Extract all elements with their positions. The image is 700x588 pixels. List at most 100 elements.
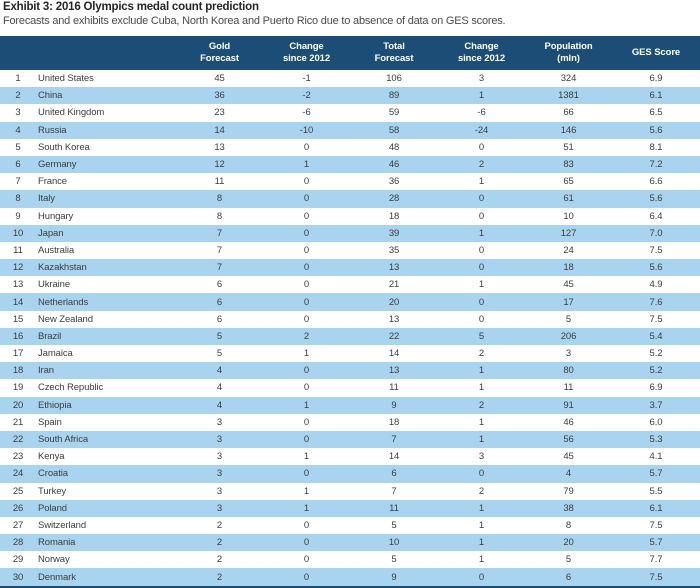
column-header-total_change_since_2012: Change since 2012 [457,41,506,64]
table-row: 22 South Africa 3 0 7 1 56 5.3 [0,430,700,449]
column-header-gold_forecast: Gold Forecast [200,41,239,64]
cell-total_forecast: 89 [388,90,400,102]
cell-rank: 6 [15,159,21,171]
cell-ges_score: 6.1 [649,90,663,102]
cell-country: South Africa [38,434,89,446]
cell-rank: 5 [15,141,21,153]
cell-gold_change_since_2012: 1 [303,502,310,514]
cell-total_change_since_2012: 2 [478,348,485,360]
cell-gold_change_since_2012: 1 [303,485,310,497]
cell-gold_forecast: 5 [216,330,223,342]
cell-gold_forecast: 8 [216,210,223,222]
cell-total_change_since_2012: 1 [478,434,485,446]
cell-gold_change_since_2012: -2 [302,90,311,102]
cell-gold_change_since_2012: 0 [303,141,310,153]
exhibit-title: Exhibit 3: 2016 Olympics medal count pre… [3,1,259,13]
cell-ges_score: 7.5 [649,244,663,256]
cell-population_mln: 8 [565,519,572,531]
cell-rank: 12 [12,262,24,274]
table-row: 23 Kenya 3 1 14 3 45 4.1 [0,448,700,466]
cell-total_change_since_2012: 1 [478,502,485,514]
cell-total_forecast: 7 [391,485,397,497]
cell-population_mln: 324 [560,73,577,85]
cell-ges_score: 5.7 [649,537,663,549]
cell-total_forecast: 6 [391,468,397,480]
cell-total_forecast: 14 [388,451,400,463]
cell-gold_forecast: 7 [216,227,223,239]
cell-population_mln: 10 [563,210,574,222]
cell-ges_score: 7.0 [649,227,663,239]
cell-gold_forecast: 2 [216,537,223,549]
cell-rank: 7 [15,176,21,188]
cell-gold_change_since_2012: 0 [303,519,310,531]
table-row: 12 Kazakhstan 7 0 13 0 18 5.6 [0,259,700,277]
cell-total_forecast: 7 [391,434,397,446]
cell-gold_change_since_2012: 0 [303,537,310,549]
cell-rank: 16 [12,330,24,342]
cell-population_mln: 206 [560,330,577,342]
cell-gold_forecast: 11 [214,176,225,188]
cell-gold_change_since_2012: 0 [303,193,310,205]
cell-population_mln: 5 [565,313,572,325]
cell-total_change_since_2012: 1 [478,90,485,102]
cell-ges_score: 5.5 [649,485,663,497]
cell-ges_score: 6.5 [649,107,663,119]
cell-ges_score: 7.7 [649,554,663,566]
cell-total_forecast: 20 [388,296,400,308]
cell-country: Kenya [38,451,65,463]
cell-total_change_since_2012: 0 [478,313,485,325]
cell-country: Netherlands [38,296,89,308]
cell-rank: 15 [12,313,24,325]
table-row: 29 Norway 2 0 5 1 5 7.7 [0,551,700,569]
cell-rank: 27 [12,519,24,531]
cell-gold_change_since_2012: 0 [303,262,310,274]
cell-population_mln: 46 [563,416,574,428]
cell-total_forecast: 18 [388,416,400,428]
cell-ges_score: 5.2 [649,365,663,377]
cell-total_change_since_2012: 0 [478,262,485,274]
cell-gold_change_since_2012: 0 [303,210,310,222]
cell-gold_change_since_2012: -6 [302,107,311,119]
table-row: 17 Jamaica 5 1 14 2 3 5.2 [0,345,700,363]
cell-gold_change_since_2012: 0 [303,279,310,291]
cell-gold_change_since_2012: 0 [303,176,310,188]
cell-rank: 26 [12,502,24,514]
cell-total_change_since_2012: 1 [478,279,485,291]
cell-total_forecast: 5 [391,519,397,531]
cell-population_mln: 56 [563,434,574,446]
cell-country: United Kingdom [38,107,105,119]
cell-total_change_since_2012: 1 [478,176,485,188]
cell-gold_forecast: 23 [214,107,225,119]
cell-total_forecast: 14 [388,348,400,360]
cell-gold_change_since_2012: 0 [303,365,310,377]
cell-population_mln: 66 [563,107,574,119]
cell-gold_change_since_2012: 1 [303,348,310,360]
cell-gold_change_since_2012: 0 [303,468,310,480]
cell-total_forecast: 5 [391,554,397,566]
cell-ges_score: 5.7 [649,468,663,480]
cell-country: Turkey [38,485,67,497]
cell-ges_score: 5.3 [649,434,663,446]
cell-rank: 29 [12,554,24,566]
cell-gold_change_since_2012: 1 [303,451,310,463]
cell-total_change_since_2012: 2 [478,399,485,411]
cell-population_mln: 45 [563,279,574,291]
cell-total_forecast: 11 [389,502,399,514]
cell-total_change_since_2012: 2 [478,485,485,497]
cell-ges_score: 8.1 [649,141,663,153]
cell-total_forecast: 13 [388,313,400,325]
cell-total_change_since_2012: 0 [478,296,485,308]
cell-population_mln: 5 [565,554,572,566]
column-header-ges_score: GES Score [631,47,681,58]
table-header-row: Gold Forecast Change since 2012 Total Forecas… [0,36,700,70]
cell-total_change_since_2012: 0 [478,193,485,205]
table-row: 19 Czech Republic 4 0 11 1 11 6.9 [0,379,700,397]
cell-rank: 2 [15,90,21,102]
cell-total_change_since_2012: 0 [478,571,485,583]
table-row: 30 Denmark 2 0 9 0 6 7.5 [0,568,700,586]
cell-total_change_since_2012: 2 [478,159,485,171]
cell-gold_change_since_2012: -1 [302,73,311,85]
table-row: 1 United States 45 -1 106 3 324 6.9 [0,70,700,88]
cell-country: Romania [38,537,76,549]
